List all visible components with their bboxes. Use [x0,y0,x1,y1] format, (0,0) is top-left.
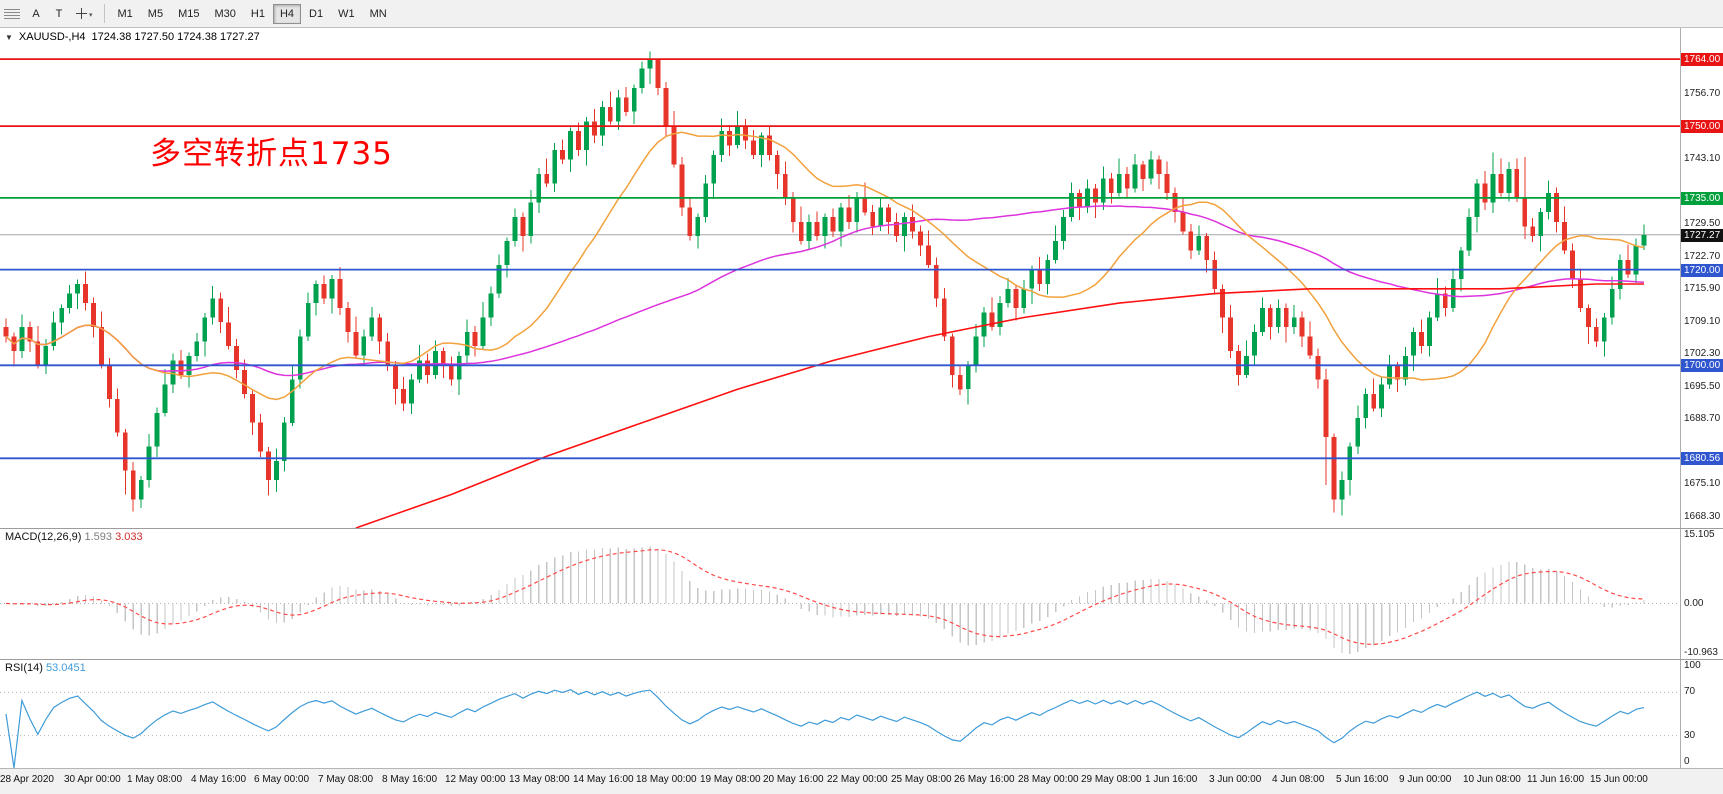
macd-tick-label: 0.00 [1684,598,1704,609]
text-tool-button[interactable]: T [48,3,70,24]
timeframe-group: M1 M5 M15 M30 H1 H4 D1 W1 MN [111,3,394,24]
timeframe-button-M15[interactable]: M15 [171,4,206,24]
toolbar-separator [103,4,105,23]
price-tick-label: 1729.50 [1684,218,1721,229]
rsi-value: 53.0451 [45,662,86,674]
crosshair-icon [76,8,87,20]
ohlc-values: 1724.38 1727.50 1724.38 1727.27 [91,31,260,43]
toolbar-drag-handle-icon[interactable] [4,5,20,23]
time-axis-label: 11 Jun 16:00 [1527,774,1585,785]
price-line-tag: 1750.00 [1681,120,1723,133]
time-axis-label: 1 Jun 16:00 [1145,774,1198,785]
macd-signal-value: 3.033 [115,531,143,543]
rsi-tick-label: 70 [1684,686,1696,697]
panel-divider[interactable] [0,528,1723,529]
time-axis-label: 19 May 08:00 [700,774,761,785]
timeframe-button-MN[interactable]: MN [363,4,394,24]
time-axis-label: 13 May 08:00 [509,774,570,785]
rsi-tick-label: 30 [1684,730,1696,741]
time-axis-label: 8 May 16:00 [382,774,438,785]
timeframe-button-M30[interactable]: M30 [207,4,242,24]
time-axis-label: 10 Jun 08:00 [1463,774,1521,785]
rsi-panel: RSI(14) 53.0451 100 70 30 0 [0,660,1723,768]
time-axis-label: 9 Jun 00:00 [1399,774,1452,785]
symbol-dropdown-icon[interactable]: ▼ [5,32,13,42]
price-tick-label: 1715.90 [1684,283,1721,294]
rsi-tick-label: 0 [1684,756,1690,767]
cursor-tool-button[interactable]: A [25,3,47,24]
time-axis-label: 20 May 16:00 [763,774,824,785]
rsi-scale[interactable]: 100 70 30 0 [1680,660,1723,768]
chart-annotation-text[interactable]: 多空转折点1735 [150,136,393,172]
macd-tick-label: -10.963 [1684,647,1718,658]
macd-name: MACD(12,26,9) [5,531,82,543]
price-tick-label: 1709.10 [1684,316,1721,327]
price-tick-label: 1695.50 [1684,381,1721,392]
macd-scale[interactable]: 15.105 0.00 -10.963 [1680,529,1723,659]
time-axis-label: 4 Jun 08:00 [1272,774,1325,785]
time-axis[interactable]: 28 Apr 2020 30 Apr 00:00 1 May 08:00 4 May … [0,768,1723,794]
price-scale[interactable]: 1756.70 1743.10 1729.50 1722.70 1715.90 1709.… [1680,28,1723,528]
timeframe-button-D1[interactable]: D1 [302,4,330,24]
timeframe-button-H1[interactable]: H1 [244,4,272,24]
price-line-tag: 1700.00 [1681,359,1723,372]
timeframe-button-M5[interactable]: M5 [141,4,170,24]
timeframe-button-H4[interactable]: H4 [272,3,302,24]
price-line-tag: 1764.00 [1681,53,1723,66]
price-tick-label: 1675.10 [1684,478,1721,489]
time-axis-label: 18 May 00:00 [636,774,697,785]
time-axis-label: 12 May 00:00 [445,774,506,785]
rsi-tick-label: 100 [1684,660,1701,671]
time-axis-label: 4 May 16:00 [191,774,247,785]
price-tick-label: 1688.70 [1684,413,1721,424]
time-axis-label: 28 May 00:00 [1018,774,1079,785]
price-line-tag: 1735.00 [1681,192,1723,205]
price-tick-label: 1668.30 [1684,511,1721,522]
toolbar: A T ▾ M1 M5 M15 M30 H1 H4 D1 W1 MN [0,0,1723,28]
price-tick-label: 1743.10 [1684,153,1721,164]
timeframe-button-M1[interactable]: M1 [111,4,140,24]
symbol-title: XAUUSD-,H4 [18,31,86,43]
time-axis-label: 5 Jun 16:00 [1336,774,1389,785]
price-line-tag: 1680.56 [1681,452,1723,465]
time-axis-label: 22 May 00:00 [827,774,888,785]
panel-divider[interactable] [0,659,1723,660]
price-plot[interactable] [0,28,1680,528]
crosshair-tool-button[interactable]: ▾ [71,3,98,24]
chart-header: ▼ XAUUSD-,H4 1724.38 1727.50 1724.38 172… [5,31,260,43]
price-tick-label: 1702.30 [1684,348,1721,359]
rsi-plot[interactable] [0,660,1680,768]
time-axis-label: 7 May 08:00 [318,774,374,785]
time-axis-label: 14 May 16:00 [573,774,634,785]
time-axis-label: 6 May 00:00 [254,774,310,785]
macd-label: MACD(12,26,9) 1.593 3.033 [5,531,143,543]
macd-value: 1.593 [84,531,113,543]
time-axis-label: 30 Apr 00:00 [64,774,121,785]
macd-panel: MACD(12,26,9) 1.593 3.033 15.105 0.00 -10.… [0,529,1723,659]
chevron-down-icon: ▾ [89,11,93,19]
time-axis-label: 1 May 08:00 [127,774,183,785]
macd-tick-label: 15.105 [1684,529,1715,540]
time-axis-label: 29 May 08:00 [1081,774,1142,785]
rsi-label: RSI(14) 53.0451 [5,662,86,674]
timeframe-button-W1[interactable]: W1 [331,4,362,24]
macd-plot[interactable] [0,529,1680,659]
time-axis-label: 28 Apr 2020 [0,774,54,785]
time-axis-label: 15 Jun 00:00 [1590,774,1648,785]
price-tick-label: 1722.70 [1684,251,1721,262]
current-price-tag: 1727.27 [1681,229,1723,242]
time-axis-label: 26 May 16:00 [954,774,1015,785]
rsi-name: RSI(14) [5,662,43,674]
time-axis-label: 25 May 08:00 [891,774,952,785]
time-axis-label: 3 Jun 00:00 [1209,774,1262,785]
price-tick-label: 1756.70 [1684,88,1721,99]
price-chart-panel: ▼ XAUUSD-,H4 1724.38 1727.50 1724.38 172… [0,28,1723,528]
price-line-tag: 1720.00 [1681,264,1723,277]
